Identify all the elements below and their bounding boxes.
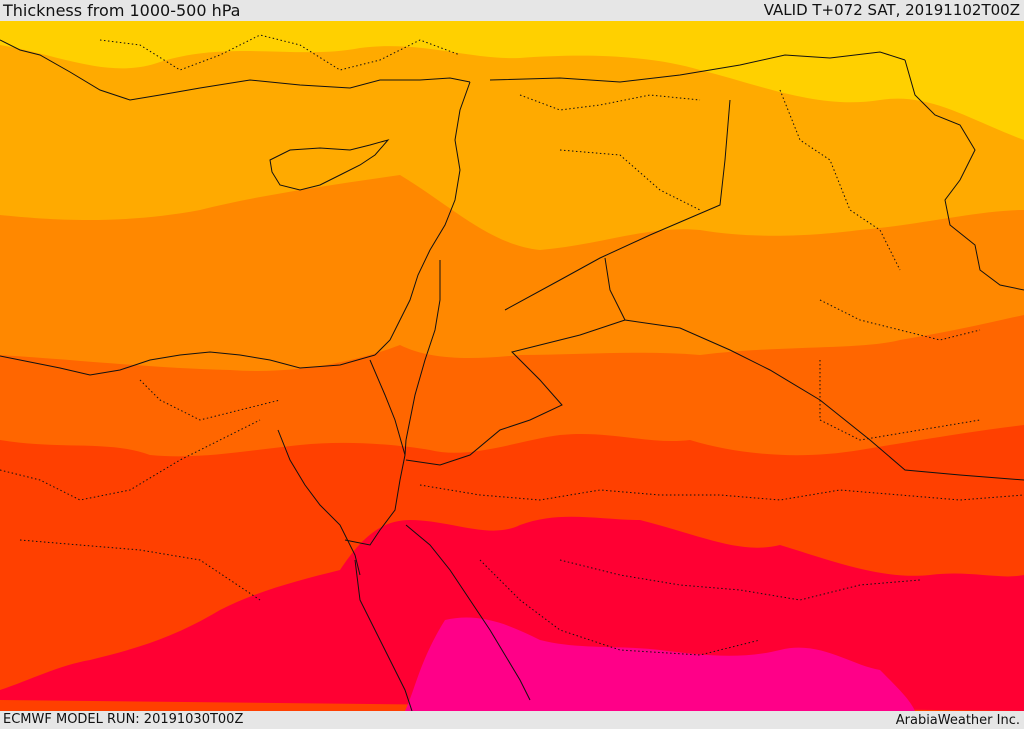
internal-boundary bbox=[19, 539, 261, 601]
border-israel-jordan bbox=[405, 260, 441, 441]
internal-boundary bbox=[139, 379, 281, 421]
coastline-egypt bbox=[0, 351, 376, 376]
internal-boundary bbox=[479, 559, 761, 656]
footer-bar: ECMWF MODEL RUN: 20191030T00Z ArabiaWeat… bbox=[0, 711, 1024, 729]
border-iraq-west bbox=[504, 99, 731, 311]
coastline-red-sea-west bbox=[354, 559, 413, 711]
border-iraq-iran bbox=[904, 59, 1024, 291]
internal-boundaries bbox=[0, 34, 1024, 656]
coastline-levant bbox=[374, 81, 471, 356]
title-bar: Thickness from 1000-500 hPa VALID T+072 … bbox=[0, 0, 1024, 21]
coastline-turkey bbox=[0, 39, 471, 101]
model-run: ECMWF MODEL RUN: 20191030T00Z bbox=[3, 712, 244, 727]
coastline-red-sea-east bbox=[405, 524, 531, 701]
internal-boundary bbox=[779, 89, 901, 271]
map-title: Thickness from 1000-500 hPa bbox=[3, 1, 241, 20]
border-saudi-north bbox=[604, 257, 1024, 481]
map-lines bbox=[0, 34, 1024, 711]
border-egypt-israel bbox=[369, 359, 406, 456]
internal-boundary bbox=[819, 360, 981, 441]
coastline-cyprus bbox=[269, 139, 390, 191]
valid-time: VALID T+072 SAT, 20191102T00Z bbox=[763, 1, 1020, 19]
internal-boundary bbox=[519, 94, 701, 111]
band-magenta bbox=[405, 617, 915, 711]
internal-boundary bbox=[819, 299, 981, 341]
credit: ArabiaWeather Inc. bbox=[895, 713, 1020, 728]
internal-boundary bbox=[419, 484, 1024, 501]
border-turkey-syria bbox=[489, 51, 906, 83]
border-jordan-saudi bbox=[405, 319, 626, 466]
thickness-map[interactable] bbox=[0, 21, 1024, 711]
internal-boundary bbox=[0, 419, 261, 501]
